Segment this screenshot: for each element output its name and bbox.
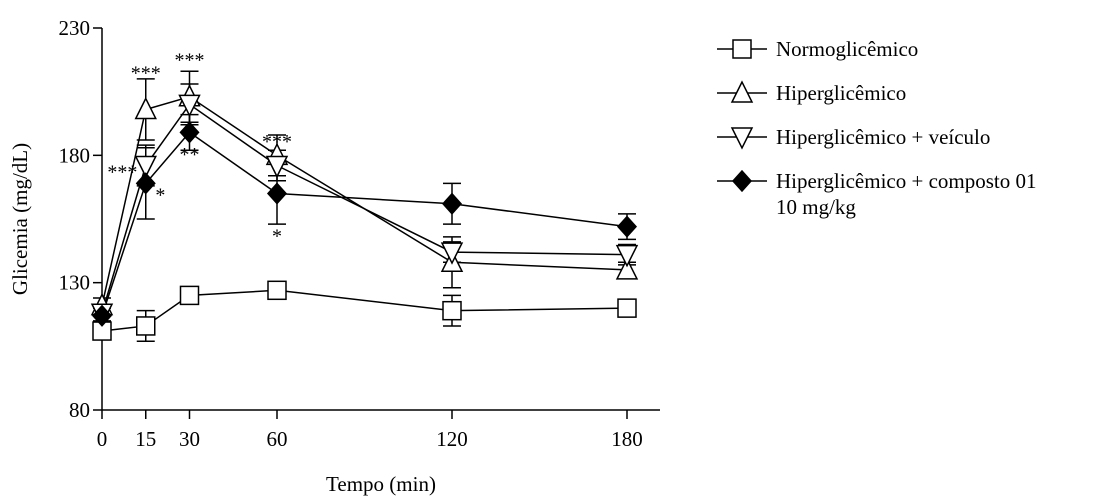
legend-label-line: 10 mg/kg — [776, 195, 856, 219]
square-marker — [179, 285, 200, 306]
series-line — [101, 103, 628, 314]
markers-hiperglicemico — [90, 84, 639, 316]
series-line — [101, 131, 628, 317]
diamond-marker — [441, 192, 463, 215]
x-tick-label: 0 — [97, 427, 108, 451]
legend-label-line: Hiperglicêmico + composto 01 — [776, 169, 1037, 193]
legend-item-hiperglicemico-composto: Hiperglicêmico + composto 01 10 mg/kg — [717, 169, 1037, 219]
square-marker — [732, 39, 752, 59]
y-axis-title: Glicemia (mg/dL) — [8, 143, 32, 295]
x-tick-label: 15 — [135, 427, 156, 451]
significance-label: * — [272, 225, 282, 247]
annotations: **************** — [107, 50, 292, 248]
legend-label: Normoglicêmico — [776, 37, 918, 61]
square-marker — [617, 298, 637, 318]
diamond-marker — [616, 215, 638, 238]
triangle-down-marker — [265, 155, 289, 179]
triangle-down-marker — [615, 244, 639, 268]
x-tick-label: 120 — [436, 427, 468, 451]
markers-hiperglicemico-veiculo — [90, 94, 639, 326]
legend-item-normoglicemico: Normoglicêmico — [717, 37, 918, 61]
plot-area — [90, 70, 639, 342]
series-hiperglicemico-composto — [93, 113, 636, 325]
series-hiperglicemico-veiculo — [93, 83, 636, 322]
axes: 80 130 180 230 0 15 30 60 120 180 Tempo (min) Gl… — [8, 16, 660, 496]
markers-normoglicemico — [92, 280, 637, 341]
legend-label: Hiperglicêmico + composto 01 10 mg/kg — [776, 169, 1037, 219]
legend: Normoglicêmico Hiperglicêmico Hiperglicêmi… — [717, 37, 1037, 219]
triangle-down-marker — [178, 94, 201, 118]
y-tick-label: 230 — [59, 16, 91, 40]
diamond-marker — [731, 169, 753, 193]
significance-label: *** — [262, 131, 292, 153]
series-line — [101, 95, 628, 306]
y-ticks: 80 130 180 230 — [59, 16, 102, 422]
diamond-marker — [135, 172, 156, 195]
square-marker — [442, 300, 462, 321]
legend-label-line: Hiperglicêmico + veículo — [776, 125, 990, 149]
triangle-down-marker — [440, 242, 464, 265]
significance-label: ** — [180, 144, 200, 166]
legend-label-line: Normoglicêmico — [776, 37, 918, 61]
markers-hiperglicemico-composto — [91, 121, 638, 327]
x-ticks: 0 15 30 60 120 180 — [97, 410, 643, 451]
x-tick-label: 60 — [267, 427, 288, 451]
series-hiperglicemico — [93, 70, 636, 314]
diamond-marker — [266, 182, 288, 205]
significance-label: *** — [175, 50, 205, 72]
legend-label: Hiperglicêmico + veículo — [776, 125, 990, 149]
triangle-down-marker — [730, 127, 754, 150]
significance-label: *** — [107, 162, 137, 184]
x-tick-label: 180 — [611, 427, 643, 451]
diamond-marker — [91, 304, 113, 327]
triangle-up-marker — [615, 257, 639, 280]
x-tick-label: 30 — [179, 427, 200, 451]
significance-label: * — [155, 185, 165, 207]
triangle-up-marker — [730, 80, 754, 103]
triangle-down-marker — [134, 155, 157, 179]
y-tick-label: 180 — [59, 143, 91, 167]
legend-label: Hiperglicêmico — [776, 81, 906, 105]
triangle-up-marker — [134, 96, 157, 120]
y-tick-label: 130 — [59, 271, 91, 295]
series-normoglicemico — [93, 284, 636, 342]
legend-item-hiperglicemico-veiculo: Hiperglicêmico + veículo — [717, 125, 990, 150]
x-axis-title: Tempo (min) — [326, 472, 436, 496]
square-marker — [136, 316, 156, 336]
legend-label-line: Hiperglicêmico — [776, 81, 906, 105]
significance-label: *** — [131, 62, 161, 84]
y-tick-label: 80 — [69, 398, 90, 422]
legend-item-hiperglicemico: Hiperglicêmico — [717, 80, 906, 105]
diamond-marker — [179, 121, 200, 144]
square-marker — [267, 280, 287, 301]
